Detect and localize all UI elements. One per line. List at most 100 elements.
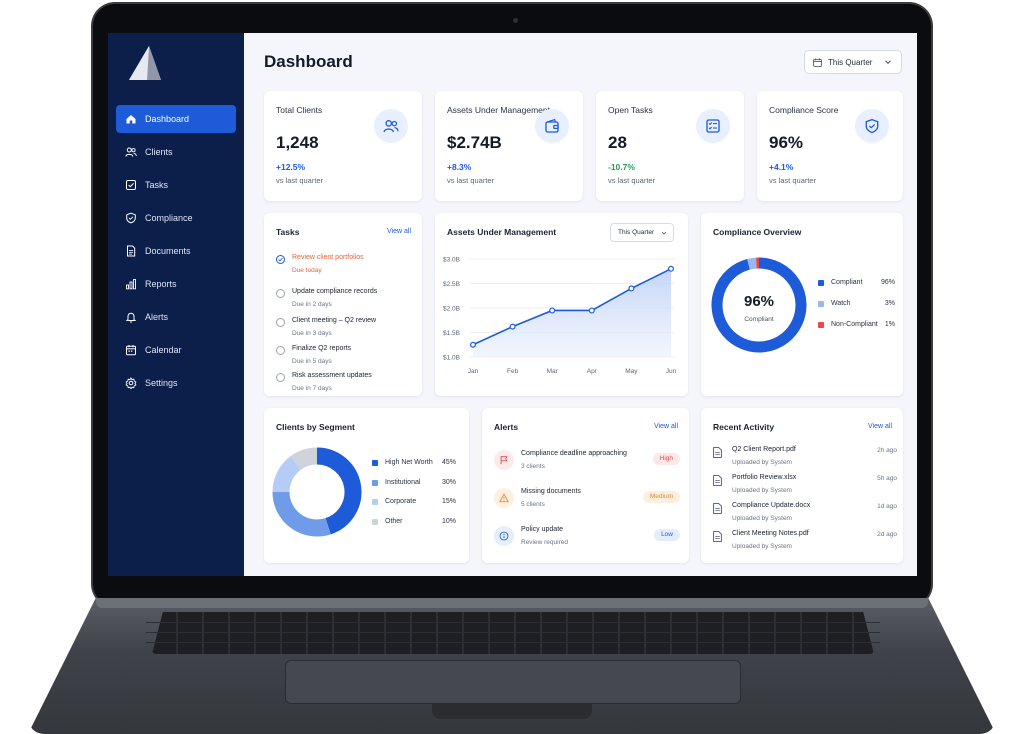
compliance-slice[interactable] [747,257,757,270]
alert-sub: Review required [521,539,568,546]
activity-item[interactable]: Q2 Client Report.pdf Uploaded by System … [713,446,897,470]
segments-donut [272,447,362,537]
x-tick-label: Jun [666,368,677,375]
y-tick-label: $1.0B [443,355,460,362]
trackpad [285,660,741,704]
kpi-card: Open Tasks 28 -10.7% vs last quarter [596,91,744,201]
users-icon [125,147,137,157]
activity-item[interactable]: Portfolio Review.xlsx Uploaded by System… [713,474,897,498]
kpi-icon-badge [535,109,569,143]
legend-label: Corporate [385,498,417,505]
info-icon [499,531,509,541]
keyboard-row [146,632,880,633]
sidebar-item-label: Compliance [145,213,193,223]
legend-row: Compliant 96% [818,279,895,289]
shield-icon [126,212,136,224]
alerts-title: Alerts [494,422,519,432]
segment-slice[interactable] [316,447,362,535]
document-icon [127,245,136,257]
sidebar-item-alerts[interactable]: Alerts [116,303,236,331]
kpi-delta: -10.7% [608,162,635,172]
sidebar-item-documents[interactable]: Documents [116,237,236,265]
aum-series-line [472,268,672,346]
laptop-hinge [96,598,928,608]
legend-value: 3% [884,300,895,307]
flag-icon [500,456,508,465]
aum-data-point[interactable] [469,341,476,348]
sidebar-item-compliance[interactable]: Compliance [116,204,236,232]
segments-card: Clients by Segment High Net Worth 45% In… [264,408,469,563]
kpi-value: 1,248 [276,133,319,152]
keyboard-row [146,622,880,623]
legend-label: Other [385,517,403,525]
aum-data-point[interactable] [628,285,635,292]
task-checkbox[interactable] [276,346,285,355]
task-checkbox[interactable] [276,289,285,298]
users-icon [383,120,399,133]
legend-label: High Net Worth [385,459,433,466]
sidebar-item-tasks[interactable]: Tasks [116,171,236,199]
sidebar-icon-wrap [125,245,137,257]
kpi-icon-badge [696,109,730,143]
activity-sub: Uploaded by System [732,543,792,550]
sidebar-item-calendar[interactable]: Calendar [116,336,236,364]
sidebar-item-settings[interactable]: Settings [116,369,236,397]
legend-row: Corporate 15% [372,498,456,508]
sidebar-item-reports[interactable]: Reports [116,270,236,298]
compliance-slice[interactable] [711,257,807,353]
activity-sub: Uploaded by System [732,515,792,522]
kpi-value: $2.74B [447,133,502,152]
legend-swatch [818,322,824,328]
alert-icon-badge [494,526,514,546]
period-select[interactable]: This Quarter [804,50,902,74]
legend-label: Non-Compliant [831,321,878,328]
alert-item[interactable]: Compliance deadline approaching 3 client… [494,450,680,480]
sidebar-item-dashboard[interactable]: Dashboard [116,105,236,133]
aum-period-select[interactable]: This Quarter [610,223,674,242]
calendar-icon [126,345,136,356]
sidebar-item-clients[interactable]: Clients [116,138,236,166]
alerts-view-all-link[interactable]: View all [654,423,678,430]
compliance-donut [711,257,807,353]
sidebar-icon-wrap [125,311,137,323]
legend-row: High Net Worth 45% [372,459,456,469]
file-icon [713,447,722,458]
screen: Dashboard Clients Tasks Compliance Documents… [108,33,917,576]
alert-title: Policy update [521,526,564,533]
sidebar-item-label: Calendar [145,345,182,355]
activity-view-all-link[interactable]: View all [868,423,892,430]
kpi-label: Total Clients [276,105,323,115]
warning-icon [499,493,509,503]
segment-slice[interactable] [290,447,318,471]
sidebar-icon-wrap [125,344,137,356]
alert-title: Missing documents [521,488,581,495]
kpi-sub: vs last quarter [276,176,324,185]
legend-value: 15% [441,498,456,505]
aum-data-point[interactable] [668,265,675,272]
x-tick-label: Jan [468,368,479,375]
tasks-view-all-link[interactable]: View all [387,228,411,235]
aum-data-point[interactable] [588,307,595,314]
task-title: Finalize Q2 reports [292,345,352,352]
sidebar-icon-wrap [125,377,137,389]
legend-label: Watch [831,300,851,307]
kpi-icon-badge [374,109,408,143]
aum-data-point[interactable] [509,323,516,330]
activity-item[interactable]: Client Meeting Notes.pdf Uploaded by Sys… [713,530,897,554]
segment-slice[interactable] [272,456,302,493]
legend-row: Watch 3% [818,300,895,310]
activity-title: Recent Activity [713,422,775,432]
aum-data-point[interactable] [549,307,556,314]
alert-item[interactable]: Policy update Review required Low [494,526,680,556]
activity-item[interactable]: Compliance Update.docx Uploaded by Syste… [713,502,897,526]
task-checkbox[interactable] [276,373,285,382]
task-checkbox[interactable] [276,318,285,327]
task-checkbox[interactable] [276,255,285,264]
sidebar: Dashboard Clients Tasks Compliance Documents… [108,33,244,576]
alert-title: Compliance deadline approaching [521,450,627,457]
compliance-center-label: Compliant [744,316,774,323]
alert-item[interactable]: Missing documents 5 clients Medium [494,488,680,518]
legend-swatch [372,460,378,466]
kpi-value: 28 [608,133,627,152]
segment-slice[interactable] [272,491,331,537]
